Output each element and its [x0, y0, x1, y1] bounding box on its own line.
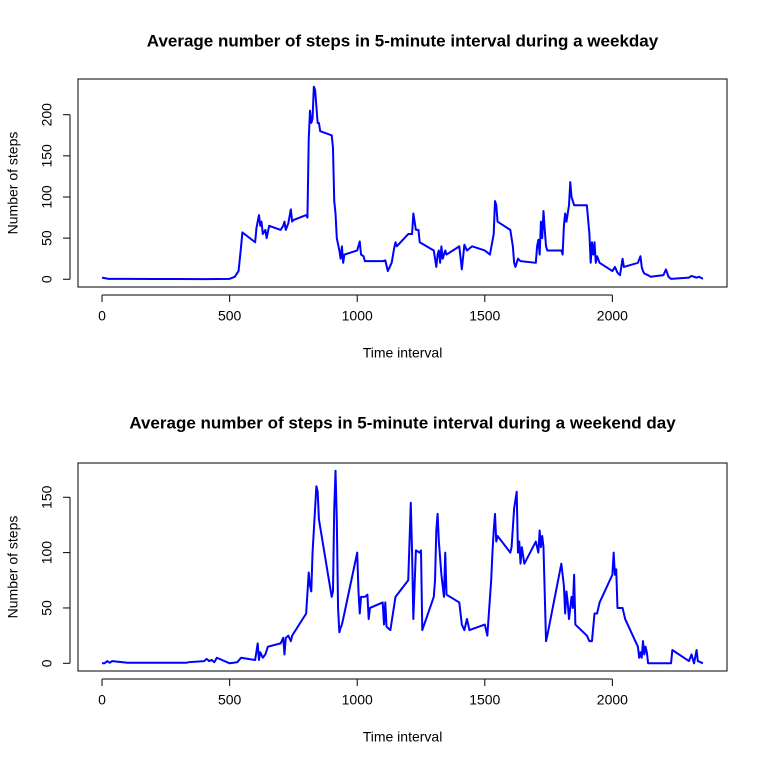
- y-tick-label: 100: [39, 185, 55, 209]
- y-tick-label: 50: [39, 600, 55, 616]
- y-tick-label: 0: [39, 275, 55, 283]
- data-line: [102, 469, 704, 665]
- y-tick-label: 150: [39, 485, 55, 509]
- x-tick-label: 1000: [342, 692, 373, 708]
- x-tick-label: 1000: [342, 308, 373, 324]
- x-tick-label: 500: [218, 308, 242, 324]
- x-tick-label: 500: [218, 692, 242, 708]
- y-tick-label: 200: [39, 103, 55, 127]
- y-tick-label: 100: [39, 541, 55, 565]
- data-line: [101, 85, 704, 281]
- plot-box: [77, 462, 728, 672]
- x-tick-label: 1500: [469, 308, 500, 324]
- y-axis-label: Number of steps: [5, 132, 21, 235]
- x-axis-label: Time interval: [363, 729, 443, 745]
- chart-title: Average number of steps in 5-minute inte…: [129, 413, 676, 432]
- x-axis-label: Time interval: [363, 345, 443, 361]
- x-tick-label: 2000: [597, 308, 628, 324]
- y-tick-label: 150: [39, 144, 55, 168]
- y-tick-label: 50: [39, 230, 55, 246]
- x-tick-label: 0: [98, 308, 106, 324]
- y-axis-label: Number of steps: [5, 516, 21, 619]
- chart-title: Average number of steps in 5-minute inte…: [147, 31, 659, 50]
- y-tick-label: 0: [39, 659, 55, 667]
- plot-box: [77, 78, 728, 288]
- x-tick-label: 0: [98, 692, 106, 708]
- x-tick-label: 2000: [597, 692, 628, 708]
- x-tick-label: 1500: [469, 692, 500, 708]
